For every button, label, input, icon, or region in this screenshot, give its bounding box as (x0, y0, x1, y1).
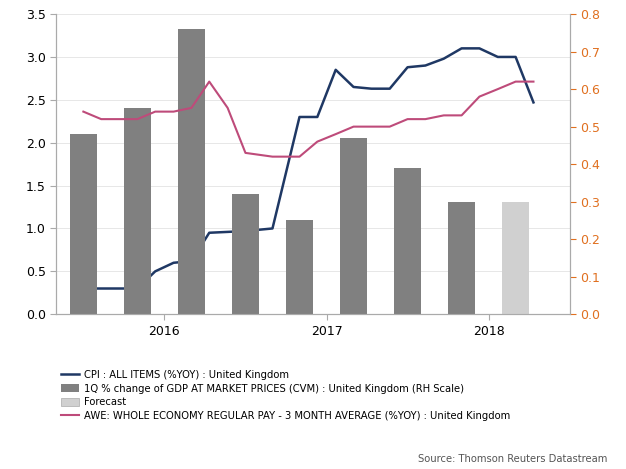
Bar (70, 134, 97, 314)
Bar (394, 168, 421, 314)
Bar (124, 108, 151, 314)
Bar (448, 202, 475, 314)
Bar (502, 202, 529, 314)
Bar (178, 29, 205, 314)
Bar (232, 194, 259, 314)
Bar (286, 220, 313, 314)
Bar (340, 138, 367, 314)
Legend: CPI : ALL ITEMS (%YOY) : United Kingdom, 1Q % change of GDP AT MARKET PRICES (CV: CPI : ALL ITEMS (%YOY) : United Kingdom,… (61, 370, 511, 421)
Text: Source: Thomson Reuters Datastream: Source: Thomson Reuters Datastream (418, 454, 607, 464)
